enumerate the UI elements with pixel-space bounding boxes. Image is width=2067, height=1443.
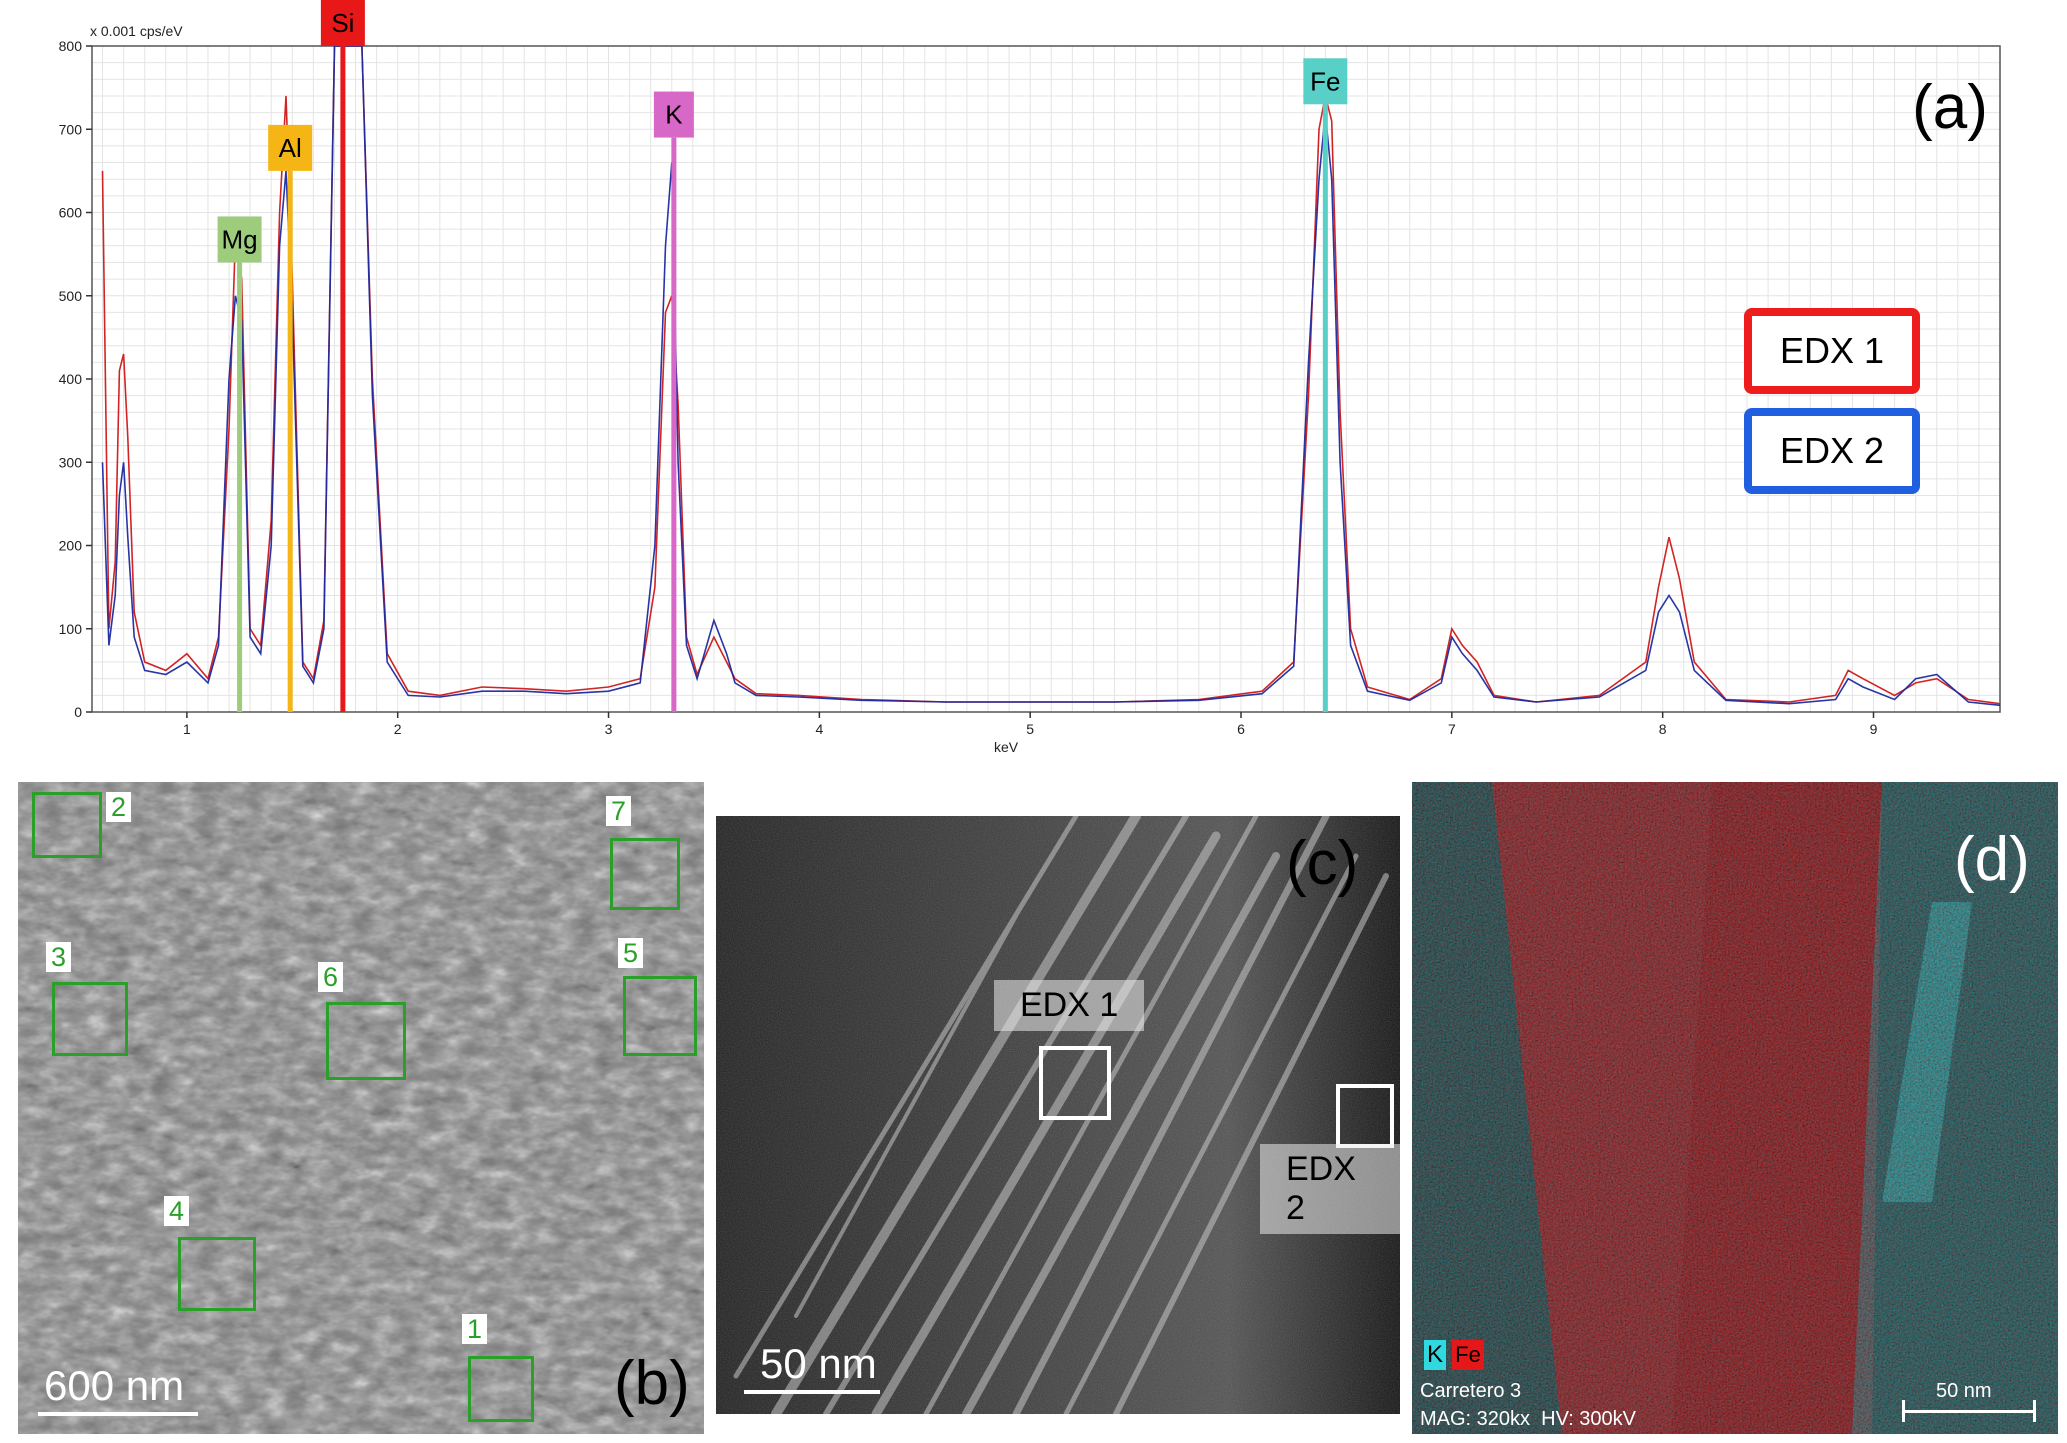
x-tick-label: 9 — [1870, 721, 1878, 737]
x-tick-label: 3 — [605, 721, 613, 737]
region-number-1: 1 — [462, 1314, 488, 1344]
y-tick-label: 700 — [59, 121, 83, 137]
marker-label-mg: Mg — [222, 224, 258, 254]
y-tick-label: 300 — [59, 454, 83, 470]
legend-box-edx1 — [1744, 308, 1920, 394]
region-box-2 — [32, 792, 102, 858]
y-tick-label: 600 — [59, 205, 83, 221]
scale-bar-d — [1902, 1410, 2036, 1413]
scale-bar-d-right-cap — [2033, 1400, 2036, 1422]
map-caption-line2: MAG: 320kx HV: 300kV — [1420, 1408, 1637, 1430]
marker-box-si — [320, 0, 365, 46]
panel-letter-b: (b) — [614, 1349, 690, 1418]
panel-letter-a: (a) — [1912, 73, 1988, 142]
marker-box-k — [653, 91, 694, 138]
region-number-3: 3 — [46, 942, 72, 972]
edx1-box — [1039, 1046, 1111, 1120]
region-box-3 — [52, 982, 128, 1056]
x-tick-label: 2 — [394, 721, 402, 737]
marker-label-fe: Fe — [1310, 66, 1340, 96]
region-box-1 — [468, 1356, 534, 1422]
region-number-6: 6 — [318, 962, 344, 992]
edx2-box — [1336, 1084, 1394, 1148]
marker-box-fe — [1303, 58, 1348, 105]
x-tick-label: 5 — [1026, 721, 1034, 737]
region-number-5: 5 — [618, 938, 644, 968]
y-tick-label: 500 — [59, 288, 83, 304]
marker-label-si: Si — [331, 8, 354, 38]
elemental-map-texture — [1412, 782, 2058, 1434]
sem-image-panel: 1 2 3 4 5 6 7 600 nm (b) — [18, 782, 704, 1434]
scale-label-b: 600 nm — [44, 1362, 185, 1409]
spectrum-svg: 0 100 200 300 400 500 600 700 800 1 2 3 4 5 6 7 8 9 keV x 0… — [59, 0, 2001, 755]
map-caption-line1: Carretero 3 — [1420, 1380, 1522, 1402]
region-box-5 — [623, 976, 697, 1056]
y-axis-unit-label: x 0.001 cps/eV — [90, 23, 183, 39]
tem-texture — [716, 816, 1400, 1414]
scale-bar-d-left-cap — [1902, 1400, 1905, 1422]
edx-spectrum-chart: 0 100 200 300 400 500 600 700 800 1 2 3 4 5 6 7 8 9 keV x 0… — [59, 0, 2001, 755]
marker-label-k: K — [665, 100, 683, 130]
y-tick-label: 0 — [74, 704, 82, 720]
edx1-label: EDX 1 — [994, 980, 1145, 1031]
x-tick-label: 6 — [1237, 721, 1245, 737]
y-tick-label: 100 — [59, 621, 83, 637]
marker-label-al: Al — [279, 133, 302, 163]
x-axis-label: keV — [994, 739, 1019, 755]
marker-box-mg — [217, 216, 262, 263]
scale-bar-c — [744, 1390, 880, 1394]
panel-letter-d: (d) — [1954, 825, 2030, 894]
x-tick-label: 7 — [1448, 721, 1456, 737]
legend-k-swatch: K — [1424, 1340, 1446, 1370]
y-tick-label: 200 — [59, 538, 83, 554]
sem-texture — [18, 782, 704, 1434]
legend-label-edx2: EDX 2 — [1780, 430, 1884, 471]
marker-box-al — [268, 124, 313, 171]
legend-fe-swatch: Fe — [1452, 1340, 1484, 1370]
legend-label-edx1: EDX 1 — [1780, 330, 1884, 371]
y-tick-label: 400 — [59, 371, 83, 387]
legend-box-edx2 — [1744, 408, 1920, 494]
scale-label-c: 50 nm — [760, 1340, 877, 1387]
y-tick-label: 800 — [59, 38, 83, 54]
x-tick-label: 1 — [183, 721, 191, 737]
region-box-6 — [326, 1002, 406, 1080]
region-number-7: 7 — [606, 796, 632, 826]
x-tick-label: 8 — [1659, 721, 1667, 737]
region-box-7 — [610, 838, 680, 910]
elemental-map-panel: (d) K Fe Carretero 3 MAG: 320kx HV: 300k… — [1412, 782, 2058, 1434]
tem-image-panel: EDX 1 EDX 2 50 nm (c) — [716, 816, 1400, 1414]
region-number-4: 4 — [164, 1196, 190, 1226]
region-number-2: 2 — [106, 792, 132, 822]
region-box-4 — [178, 1237, 256, 1311]
scale-bar-b — [38, 1412, 198, 1416]
scale-label-d: 50 nm — [1936, 1380, 1992, 1402]
panel-letter-c: (c) — [1286, 829, 1359, 898]
edx2-label: EDX 2 — [1260, 1144, 1400, 1234]
x-tick-label: 4 — [815, 721, 823, 737]
